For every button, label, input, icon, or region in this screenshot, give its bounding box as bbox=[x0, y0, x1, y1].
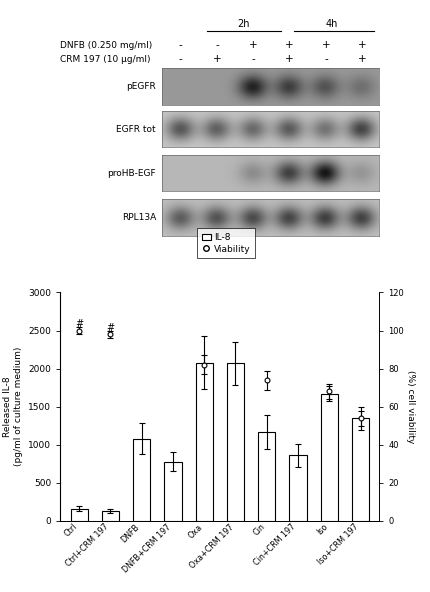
Text: DNFB (0.250 mg/ml): DNFB (0.250 mg/ml) bbox=[60, 41, 152, 50]
Text: #: # bbox=[75, 319, 83, 329]
Y-axis label: (%) cell viability: (%) cell viability bbox=[405, 370, 414, 443]
Text: -: - bbox=[178, 54, 182, 65]
Y-axis label: Released IL-8
(pg/ml of culture medium): Released IL-8 (pg/ml of culture medium) bbox=[3, 347, 23, 466]
Bar bbox=[226, 363, 243, 521]
Bar bbox=[289, 455, 306, 521]
Text: +: + bbox=[213, 54, 221, 65]
Text: 2h: 2h bbox=[237, 19, 249, 29]
Text: +: + bbox=[284, 54, 293, 65]
Bar bbox=[164, 462, 181, 521]
Legend: IL-8, Viability: IL-8, Viability bbox=[197, 229, 255, 258]
Text: +: + bbox=[357, 40, 366, 50]
Bar bbox=[320, 394, 337, 521]
Text: 4h: 4h bbox=[325, 19, 337, 29]
Bar bbox=[351, 418, 368, 521]
Text: +: + bbox=[284, 40, 293, 50]
Bar bbox=[195, 362, 212, 521]
Text: pEGFR: pEGFR bbox=[126, 82, 156, 91]
Text: EGFR tot: EGFR tot bbox=[116, 124, 156, 134]
Bar bbox=[133, 439, 150, 521]
Text: proHB-EGF: proHB-EGF bbox=[107, 169, 156, 178]
Text: +: + bbox=[321, 40, 330, 50]
Text: -: - bbox=[178, 40, 182, 50]
Text: -: - bbox=[215, 40, 219, 50]
Text: -: - bbox=[323, 54, 327, 65]
Bar bbox=[71, 509, 87, 521]
Text: +: + bbox=[249, 40, 257, 50]
Text: CRM 197 (10 µg/ml): CRM 197 (10 µg/ml) bbox=[60, 55, 150, 64]
Bar bbox=[101, 511, 119, 521]
Text: #: # bbox=[106, 323, 114, 333]
Text: -: - bbox=[251, 54, 255, 65]
Text: +: + bbox=[357, 54, 366, 65]
Bar bbox=[258, 432, 275, 521]
Text: RPL13A: RPL13A bbox=[122, 213, 156, 222]
